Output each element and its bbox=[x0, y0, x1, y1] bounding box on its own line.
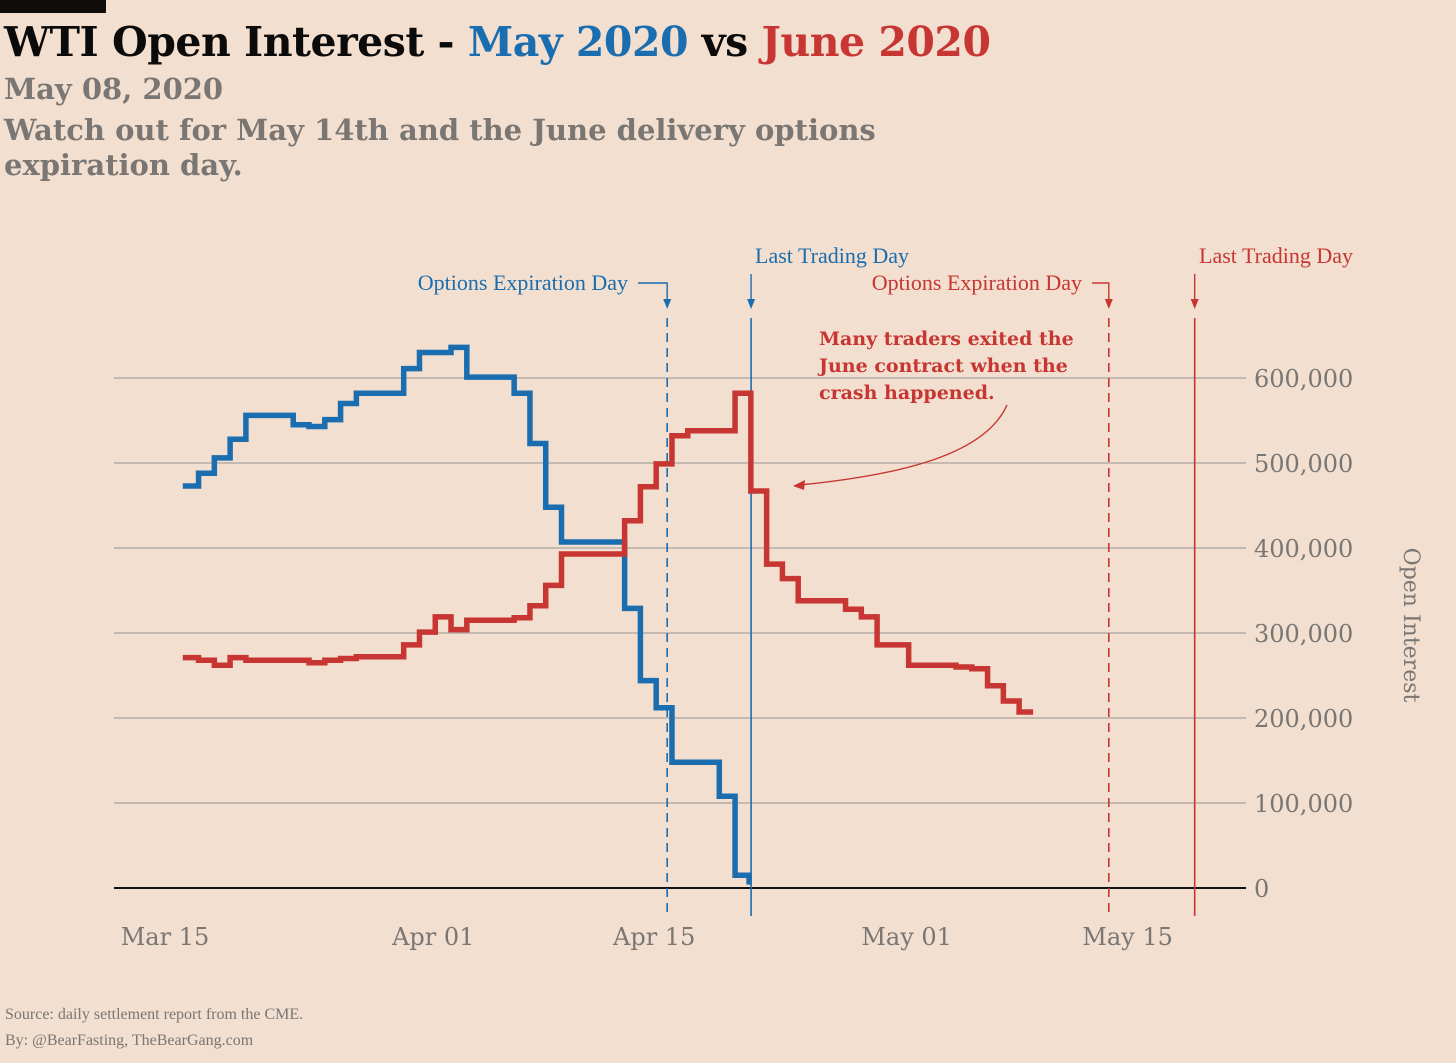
reference-connector bbox=[1092, 282, 1110, 300]
annotation-arrow bbox=[799, 404, 1008, 486]
annotation-text-line: crash happened. bbox=[819, 382, 995, 404]
y-tick-label: 400,000 bbox=[1254, 535, 1353, 563]
x-tick-label: Mar 15 bbox=[121, 923, 210, 951]
reference-label: Last Trading Day bbox=[1199, 243, 1353, 268]
top-accent-bar bbox=[0, 0, 106, 13]
y-tick-label: 100,000 bbox=[1254, 790, 1353, 818]
title-prefix: WTI Open Interest - bbox=[4, 18, 468, 66]
y-tick-label: 200,000 bbox=[1254, 705, 1353, 733]
x-axis-ticks: Mar 15 Apr 01 Apr 15 May 01 May 15 bbox=[121, 923, 1173, 951]
annotation-text-line: Many traders exited the bbox=[819, 328, 1074, 350]
y-axis-label: Open Interest bbox=[1398, 548, 1423, 703]
chart-title: WTI Open Interest - May 2020 vs June 202… bbox=[4, 18, 991, 66]
source-note: Source: daily settlement report from the… bbox=[5, 1006, 304, 1023]
annotations: Many traders exited the June contract whe… bbox=[793, 328, 1074, 490]
arrow-down-icon bbox=[663, 299, 672, 309]
y-tick-label: 600,000 bbox=[1254, 365, 1353, 393]
y-tick-label: 300,000 bbox=[1254, 620, 1353, 648]
reference-connector bbox=[638, 282, 668, 300]
title-june-2020: June 2020 bbox=[761, 18, 991, 66]
reference-label: Last Trading Day bbox=[755, 243, 909, 268]
arrow-head-icon bbox=[793, 480, 805, 490]
series-line-june-2020 bbox=[182, 390, 1034, 715]
y-axis-ticks: 0 100,000 200,000 300,000 400,000 500,000 600,… bbox=[1254, 365, 1353, 903]
title-vs: vs bbox=[688, 18, 762, 66]
title-may-2020: May 2020 bbox=[467, 18, 689, 66]
series-line-may-2020 bbox=[182, 344, 752, 885]
y-tick-label: 500,000 bbox=[1254, 450, 1353, 478]
x-tick-label: May 01 bbox=[861, 923, 952, 951]
byline: By: @BearFasting, TheBearGang.com bbox=[5, 1032, 254, 1049]
chart-date: May 08, 2020 bbox=[4, 72, 224, 106]
x-tick-label: Apr 01 bbox=[391, 923, 474, 951]
arrow-down-icon bbox=[1104, 299, 1113, 309]
arrow-down-icon bbox=[747, 299, 756, 309]
chart-subtitle: Watch out for May 14th and the June deli… bbox=[4, 113, 876, 182]
x-tick-label: Apr 15 bbox=[612, 923, 695, 951]
y-tick-label: 0 bbox=[1254, 875, 1269, 903]
arrow-down-icon bbox=[1190, 299, 1199, 309]
grid-lines bbox=[114, 377, 1246, 889]
reference-label: Options Expiration Day bbox=[418, 270, 628, 295]
annotation-text-line: June contract when the bbox=[817, 355, 1068, 377]
reference-label: Options Expiration Day bbox=[872, 270, 1082, 295]
x-tick-label: May 15 bbox=[1082, 923, 1173, 951]
series-lines bbox=[182, 344, 1034, 885]
